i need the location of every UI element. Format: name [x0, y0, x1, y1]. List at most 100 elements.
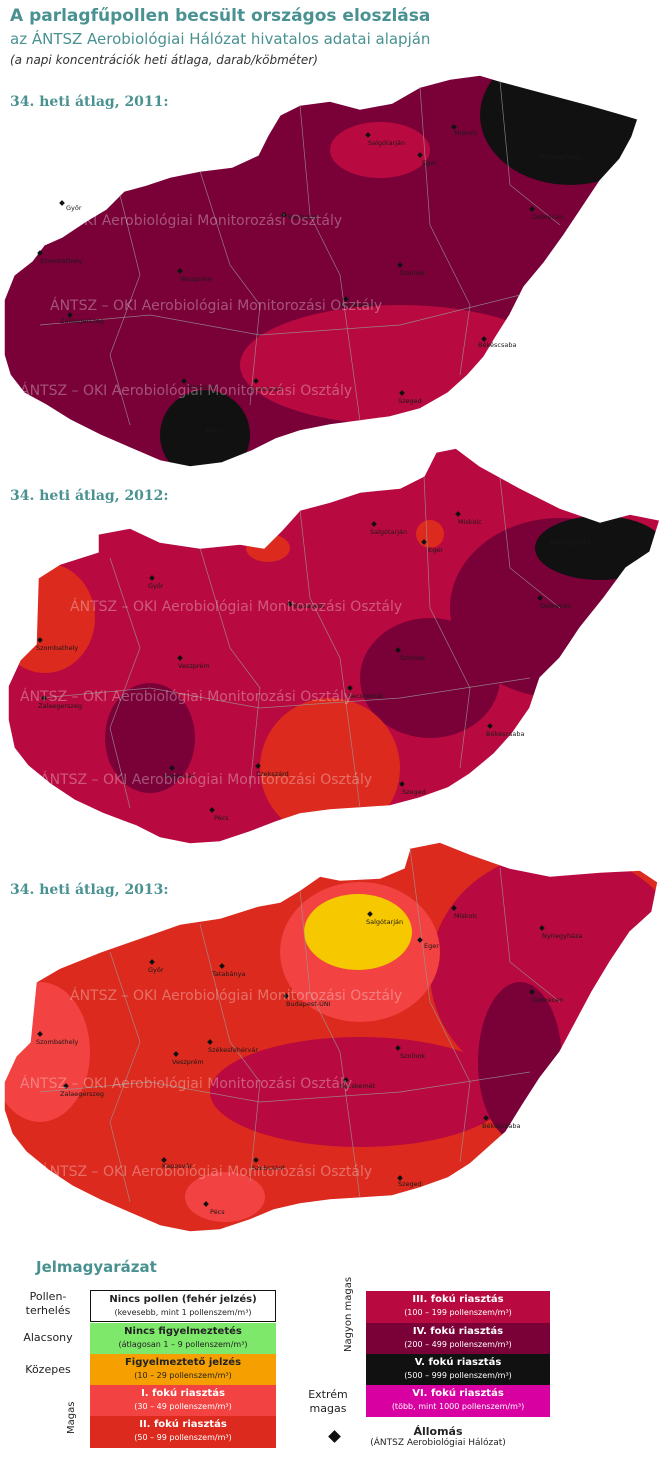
map-2013: Győr Tatabánya Szombathely Zalaegerszeg … [3, 842, 659, 1233]
map-2012-zone-alert5-ne [535, 516, 660, 580]
map-2011-zone-alert3-se [240, 305, 560, 425]
page-subtitle: az ÁNTSZ Aerobiológiai Hálózat hivatalos… [10, 30, 431, 48]
map-2012-watermark: ÁNTSZ – OKI Aerobiológiai Monitorozási O… [70, 598, 402, 615]
map-2011-watermark: ÁNTSZ – OKI Aerobiológiai Monitorozási O… [50, 297, 382, 314]
page-title: A parlagfűpollen becsült országos eloszl… [10, 6, 431, 26]
city-label: Salgótarján [368, 139, 405, 147]
legend-item-alert3: III. fokú riasztás (100 – 199 pollenszem… [366, 1291, 550, 1323]
legend-level-medium: Közepes [25, 1363, 71, 1376]
city-label: Eger [428, 546, 443, 554]
city-label: Szombathely [36, 644, 78, 652]
city-label: Győr [148, 581, 164, 590]
city-label: Pécs [214, 814, 229, 822]
legend-item-label: V. fokú riasztás [414, 1357, 502, 1368]
city-label: Eger [424, 942, 439, 950]
map-2013-watermark: ÁNTSZ – OKI Aerobiológiai Monitorozási O… [70, 987, 402, 1004]
city-label: Budapest [294, 602, 325, 610]
legend-level-high: Magas [66, 1401, 77, 1434]
legend-item-range: (30 – 49 pollenszem/m³) [134, 1402, 232, 1411]
city-label: Kaposvár [188, 383, 218, 391]
city-label: Kecskemét [340, 301, 376, 309]
station-marker [483, 1115, 489, 1121]
map-2011-zone-alert5-s [160, 390, 250, 467]
map-2012-watermark: ÁNTSZ – OKI Aerobiológiai Monitorozási O… [40, 771, 372, 788]
station-marker [537, 146, 543, 152]
station-marker [59, 200, 65, 206]
station-marker [177, 655, 183, 661]
city-label: Nyíregyháza [550, 538, 591, 546]
map-2011-watermark: ÁNTSZ – OKI Aerobiológiai Monitorozási O… [20, 382, 352, 399]
map-2011-zone-alert3-n [330, 122, 430, 178]
station-marker [347, 685, 353, 691]
station-marker [203, 1201, 209, 1207]
map-2012-zone-alert4-c [360, 618, 500, 738]
city-label: Zalaegerszeg [38, 702, 82, 710]
city-label: Szekszárd [256, 770, 289, 778]
station-marker [547, 531, 553, 537]
city-label: Miskolc [454, 912, 478, 920]
legend-item-label: Nincs figyelmeztetés [124, 1326, 242, 1337]
station-marker [371, 521, 377, 527]
city-label: Eger [422, 159, 437, 167]
legend-item-label: Figyelmeztető jelzés [124, 1357, 242, 1368]
legend-level-extreme: Extrém magas [308, 1388, 348, 1415]
city-label: Szekszárd [250, 385, 283, 393]
legend-item-range: (500 – 999 pollenszem/m³) [404, 1371, 512, 1380]
legend-item-no-warning: Nincs figyelmeztetés (átlagosan 1 – 9 po… [90, 1323, 276, 1355]
city-label: Tatabánya [211, 970, 245, 978]
legend-level-low: Alacsony [23, 1331, 73, 1344]
city-label: Salgótarján [366, 918, 403, 926]
map-2013-label: 34. heti átlag, 2013: [10, 882, 169, 898]
city-label: Kaposvár [164, 772, 194, 780]
city-label: Szombathely [40, 257, 82, 265]
city-label: Kecskemét [348, 692, 384, 700]
legend-item-label: VI. fokú riasztás [412, 1388, 504, 1399]
map-2012-label: 34. heti átlag, 2012: [10, 488, 169, 504]
station-marker [537, 595, 543, 601]
legend-item-label: I. fokú riasztás [141, 1388, 225, 1399]
city-label: Szekszárd [252, 1164, 285, 1172]
map-2011: Győr Szombathely Zalaegerszeg Veszprém K… [3, 75, 639, 468]
legend-item-range: (200 – 499 pollenszem/m³) [404, 1340, 512, 1349]
city-label: Zalaegerszeg [60, 317, 104, 325]
station-marker [395, 1045, 401, 1051]
station-marker [161, 1157, 167, 1163]
legend-item-range: (átlagosan 1 – 9 pollenszem/m³) [118, 1340, 248, 1349]
map-2011-watermark: ÁNTSZ – OKI Aerobiológiai Monitorozási O… [10, 212, 342, 229]
legend-level-pollen-load: Pollen- terhelés [25, 1290, 71, 1317]
city-label: Debrecen [532, 996, 563, 1004]
map-2013-watermark: ÁNTSZ – OKI Aerobiológiai Monitorozási O… [40, 1163, 372, 1180]
station-marker [169, 765, 175, 771]
station-marker [173, 1051, 179, 1057]
map-2012: Győr Szombathely Zalaegerszeg Veszprém K… [7, 448, 661, 845]
station-marker [529, 206, 535, 212]
legend-item-none: Nincs pollen (fehér jelzés) (kevesebb, m… [90, 1290, 276, 1322]
station-marker [399, 781, 405, 787]
city-label: Nyíregyháza [542, 932, 583, 940]
city-label: Miskolc [454, 129, 478, 137]
station-marker [539, 925, 545, 931]
station-marker [63, 1083, 69, 1089]
station-marker [209, 807, 215, 813]
station-marker [255, 763, 261, 769]
legend-item-range: (10 – 29 pollenszem/m³) [134, 1371, 232, 1380]
station-marker [451, 905, 457, 911]
station-marker [455, 511, 461, 517]
legend-station-label: Állomás [413, 1425, 463, 1438]
station-marker [417, 937, 423, 943]
legend-item-range: (50 – 99 pollenszem/m³) [134, 1433, 232, 1442]
map-2013-county-borders [39, 847, 561, 1203]
legend-item-alert6: VI. fokú riasztás (több, mint 1000 polle… [366, 1385, 550, 1417]
map-2013-stations: Győr Tatabánya Szombathely Zalaegerszeg … [36, 905, 583, 1216]
city-label: Győr [66, 203, 82, 212]
map-2011-county-borders [39, 80, 561, 426]
map-2012-county-borders [39, 475, 561, 809]
station-diamond-icon [328, 1430, 341, 1443]
station-marker [529, 989, 535, 995]
map-2011-label: 34. heti átlag, 2011: [10, 94, 169, 110]
legend-station: Állomás (ÁNTSZ Aerobiológiai Hálózat) [348, 1425, 528, 1448]
city-label: Békéscsaba [486, 730, 524, 738]
city-label: Szeged [402, 788, 426, 796]
map-2012-watermark: ÁNTSZ – OKI Aerobiológiai Monitorozási O… [20, 688, 352, 705]
legend-item-warning: Figyelmeztető jelzés (10 – 29 pollenszem… [90, 1354, 276, 1386]
